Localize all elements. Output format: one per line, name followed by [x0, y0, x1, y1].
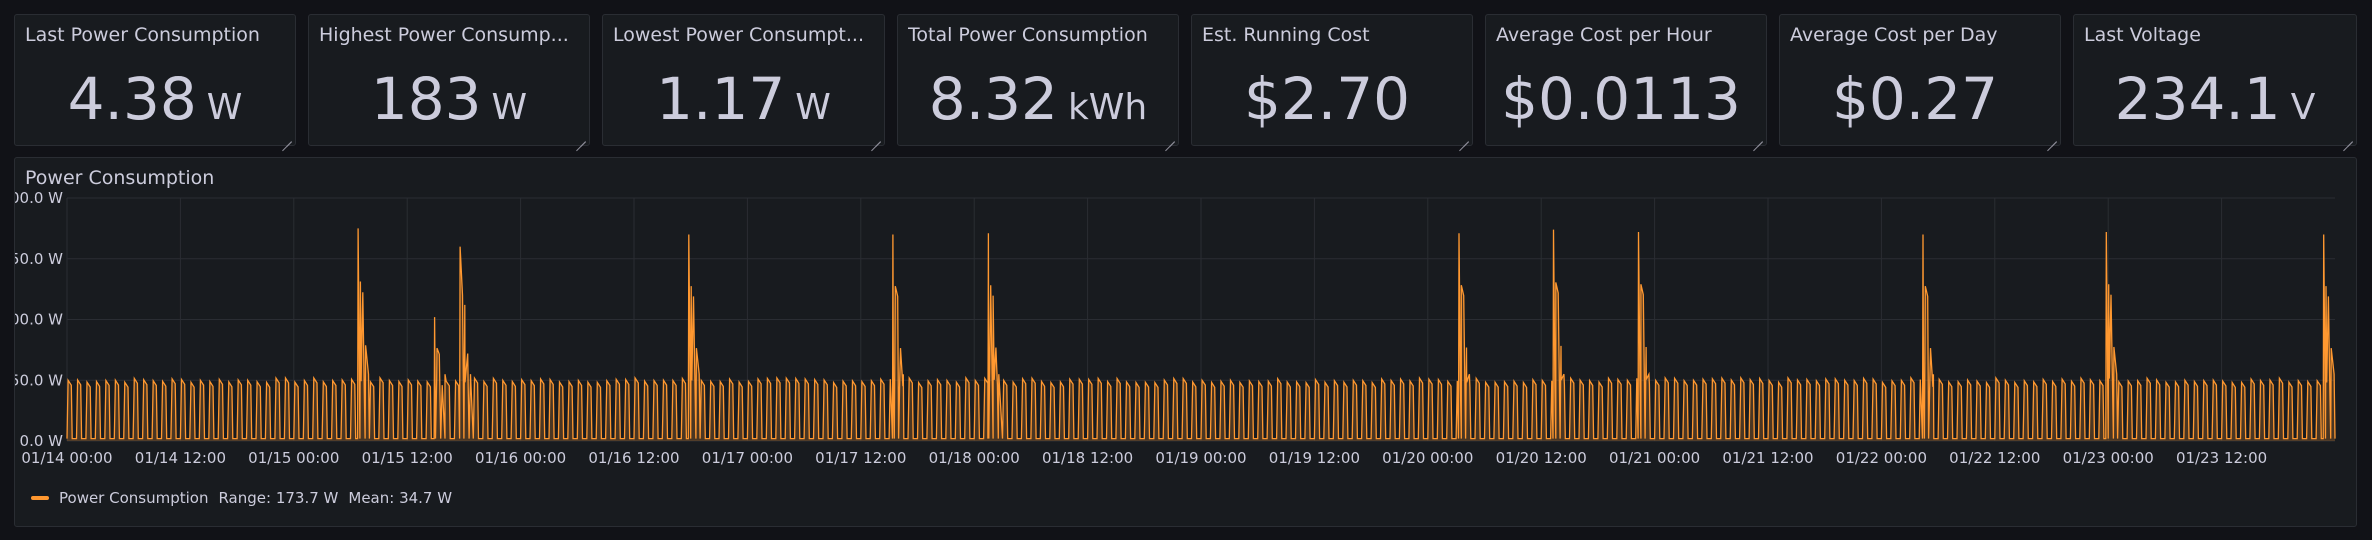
power-consumption-panel: Power Consumption 0.0 W 50.0 W 100.0 W 150.… [14, 157, 2357, 527]
x-tick-label: 01/16 12:00 [588, 449, 679, 467]
stat-panel[interactable]: Last Power Consumption 4.38 W [14, 14, 296, 146]
stat-number: $0.0113 [1501, 65, 1741, 133]
stat-number: 4.38 [67, 65, 197, 133]
x-tick-label: 01/17 12:00 [815, 449, 906, 467]
stat-title: Average Cost per Hour [1496, 24, 1712, 46]
x-tick-label: 01/23 12:00 [2176, 449, 2267, 467]
x-tick-label: 01/20 12:00 [1496, 449, 1587, 467]
stat-panel[interactable]: Est. Running Cost $2.70 [1191, 14, 1473, 146]
stat-number: 1.17 [656, 65, 786, 133]
x-tick-label: 01/14 12:00 [135, 449, 226, 467]
x-tick-label: 01/21 00:00 [1609, 449, 1700, 467]
stat-unit: V [2290, 87, 2316, 128]
stat-panel[interactable]: Average Cost per Day $0.27 [1779, 14, 2061, 146]
x-tick-label: 01/19 12:00 [1269, 449, 1360, 467]
stat-title: Last Power Consumption [25, 24, 260, 46]
resize-handle-icon[interactable] [1165, 132, 1175, 142]
y-tick-label: 100.0 W [15, 311, 63, 329]
resize-handle-icon[interactable] [1753, 132, 1763, 142]
resize-handle-icon[interactable] [2343, 132, 2353, 142]
stat-value: 234.1 V [2074, 65, 2356, 142]
y-tick-label: 0.0 W [20, 432, 64, 450]
resize-handle-icon[interactable] [2047, 132, 2057, 142]
stat-unit: W [795, 87, 831, 128]
stat-value: 8.32 kWh [898, 65, 1178, 142]
y-tick-label: 50.0 W [15, 371, 63, 389]
stat-number: $2.70 [1243, 65, 1411, 133]
stat-value: $0.27 [1780, 65, 2060, 142]
stat-unit: W [206, 87, 243, 128]
x-tick-label: 01/17 00:00 [702, 449, 793, 467]
stat-title: Lowest Power Consumpt... [613, 24, 864, 46]
x-tick-label: 01/19 00:00 [1155, 449, 1246, 467]
legend-mean: Mean: 34.7 W [348, 489, 453, 507]
stat-value: $0.0113 [1486, 65, 1766, 142]
stat-unit: W [491, 87, 528, 128]
legend-swatch [31, 496, 49, 500]
x-tick-label: 01/15 12:00 [362, 449, 453, 467]
y-tick-label: 200.0 W [15, 189, 63, 207]
x-tick-label: 01/16 00:00 [475, 449, 566, 467]
stat-value: 183 W [309, 65, 589, 142]
x-tick-label: 01/22 00:00 [1836, 449, 1927, 467]
stat-title: Total Power Consumption [908, 24, 1148, 46]
stat-number: 183 [370, 65, 482, 133]
chart-legend[interactable]: Power Consumption Range: 173.7 W Mean: 3… [31, 489, 462, 507]
x-tick-label: 01/23 00:00 [2063, 449, 2154, 467]
x-tick-label: 01/18 00:00 [929, 449, 1020, 467]
y-tick-label: 150.0 W [15, 250, 63, 268]
x-tick-label: 01/21 12:00 [1722, 449, 1813, 467]
x-tick-label: 01/14 00:00 [21, 449, 112, 467]
stat-title: Highest Power Consump... [319, 24, 569, 46]
stat-panel[interactable]: Highest Power Consump... 183 W [308, 14, 590, 146]
resize-handle-icon[interactable] [576, 132, 586, 142]
stat-value: $2.70 [1192, 65, 1472, 142]
resize-handle-icon[interactable] [282, 132, 292, 142]
x-tick-label: 01/22 12:00 [1949, 449, 2040, 467]
stat-unit: kWh [1067, 87, 1148, 128]
x-tick-label: 01/20 00:00 [1382, 449, 1473, 467]
stat-number: 8.32 [928, 65, 1058, 133]
stat-number: 234.1 [2114, 65, 2281, 133]
stat-panel[interactable]: Last Voltage 234.1 V [2073, 14, 2357, 146]
stat-panel[interactable]: Lowest Power Consumpt... 1.17 W [602, 14, 885, 146]
stat-title: Est. Running Cost [1202, 24, 1370, 46]
resize-handle-icon[interactable] [871, 132, 881, 142]
stat-panel[interactable]: Total Power Consumption 8.32 kWh [897, 14, 1179, 146]
series-line-power-consumption[interactable] [66, 228, 2336, 440]
legend-range: Range: 173.7 W [218, 489, 339, 507]
stat-value: 1.17 W [603, 65, 884, 142]
stat-value: 4.38 W [15, 65, 295, 142]
stat-title: Average Cost per Day [1790, 24, 1998, 46]
resize-handle-icon[interactable] [1459, 132, 1469, 142]
stat-number: $0.27 [1831, 65, 1999, 133]
legend-series-name[interactable]: Power Consumption [59, 489, 209, 507]
power-consumption-chart[interactable]: 0.0 W 50.0 W 100.0 W 150.0 W 200.0 W 01/14 00… [15, 158, 2358, 528]
stat-title: Last Voltage [2084, 24, 2201, 46]
x-tick-label: 01/18 12:00 [1042, 449, 1133, 467]
stat-panel[interactable]: Average Cost per Hour $0.0113 [1485, 14, 1767, 146]
x-tick-label: 01/15 00:00 [248, 449, 339, 467]
panel-title: Power Consumption [25, 167, 215, 189]
